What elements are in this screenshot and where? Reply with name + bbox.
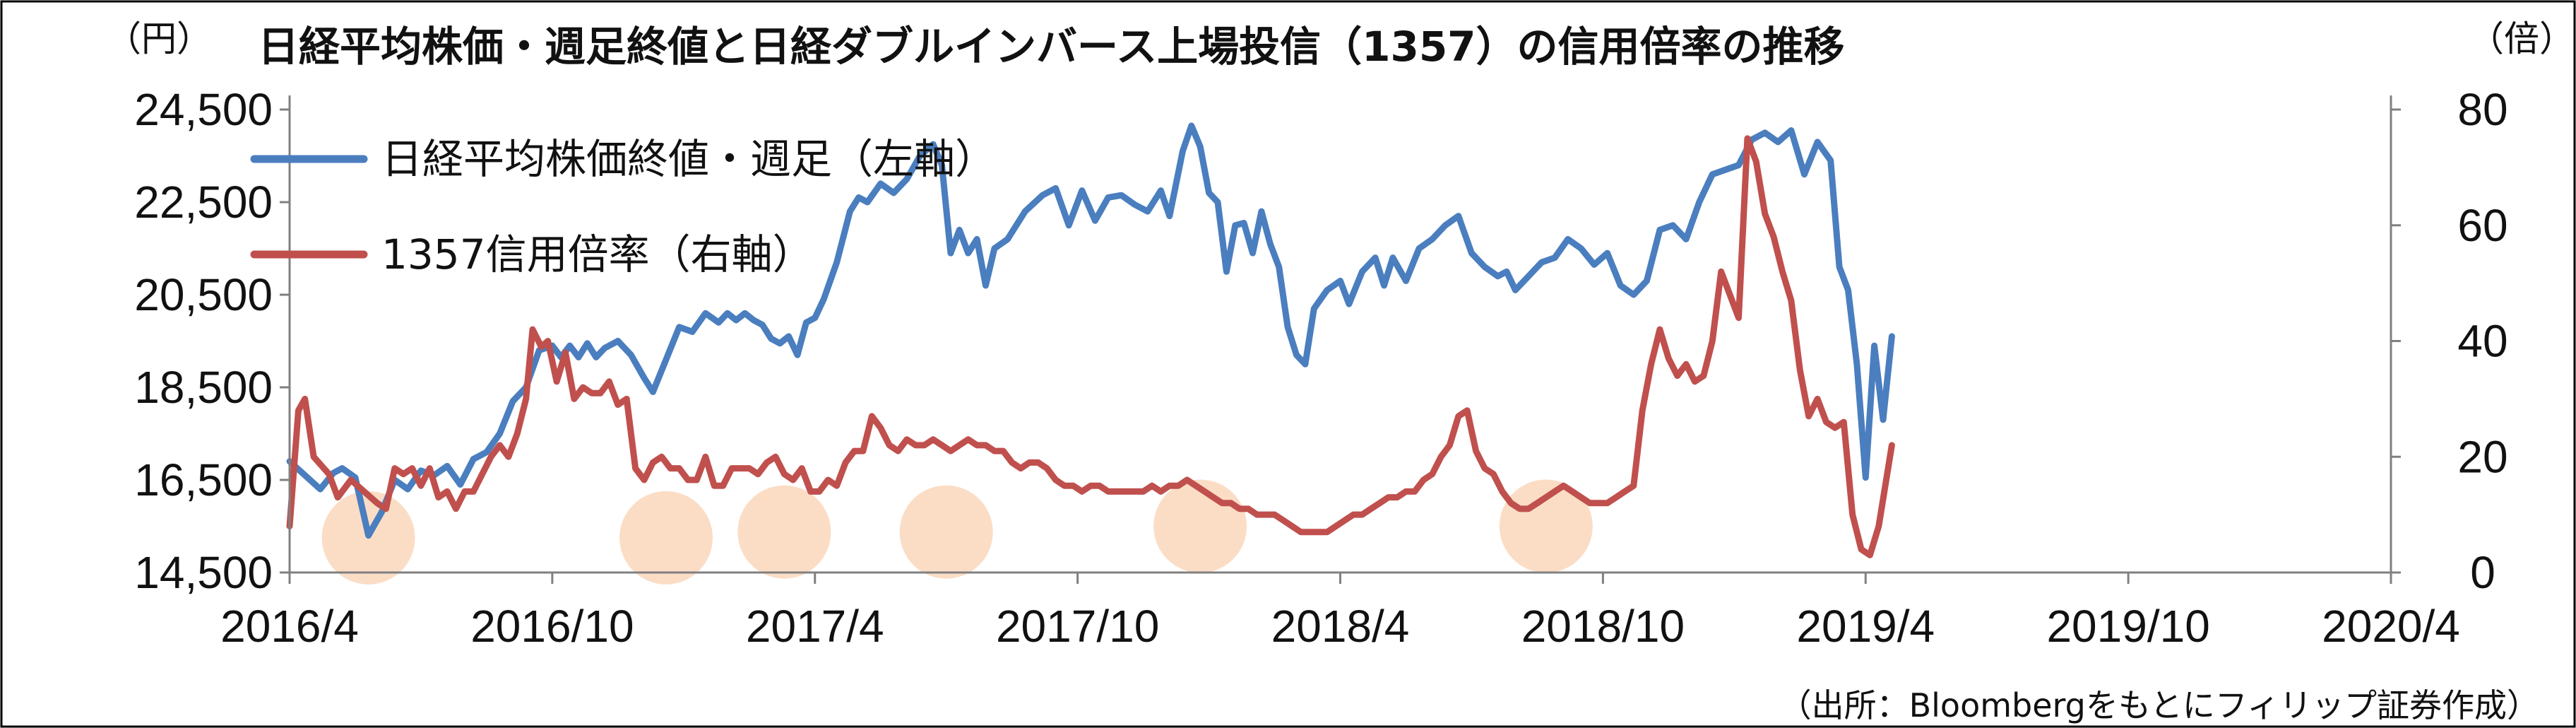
chart-title: 日経平均株価・週足終値と日経ダブルインバース上場投信（1357）の信用倍率の推移 [258, 23, 1845, 71]
left-tick-label: 14,500 [134, 547, 273, 598]
right-tick-label: 60 [2457, 200, 2507, 251]
x-tick-label: 2019/4 [1796, 601, 1935, 652]
left-tick-label: 22,500 [134, 177, 273, 228]
legend-label-2: 1357信用倍率（右軸） [381, 230, 814, 278]
left-tick-label: 18,500 [134, 362, 273, 413]
highlight-circle-3 [737, 485, 831, 579]
series-line-1 [286, 122, 1895, 539]
x-tick-label: 2016/4 [220, 601, 359, 652]
series-lines [286, 122, 1895, 558]
right-tick-label: 0 [2470, 547, 2495, 598]
x-tick-label: 2019/10 [2046, 601, 2209, 652]
highlight-circle-2 [619, 491, 713, 585]
highlight-circle-6 [1499, 479, 1593, 573]
right-axis-unit: （倍） [2469, 18, 2575, 59]
right-tick-label: 40 [2457, 316, 2507, 367]
x-tick-label: 2020/4 [2322, 601, 2460, 652]
x-tick-label: 2016/10 [470, 601, 634, 652]
x-tick-label: 2017/4 [746, 601, 884, 652]
left-axis-unit: （円） [106, 18, 212, 59]
left-tick-label: 16,500 [134, 454, 273, 505]
left-tick-label: 24,500 [134, 84, 273, 135]
highlight-circle-5 [1153, 479, 1247, 573]
axes: 14,500 16,500 18,500 20,500 22,500 24,500 0 20 4… [134, 84, 2507, 652]
highlight-circles [321, 479, 1593, 585]
x-tick-label: 2018/10 [1521, 601, 1685, 652]
series-line-2 [286, 135, 1895, 558]
right-tick-label: 80 [2457, 84, 2507, 135]
x-tick-label: 2018/4 [1271, 601, 1410, 652]
legend-label-1: 日経平均株価終値・週足（左軸） [381, 135, 996, 183]
highlight-circle-4 [899, 485, 993, 579]
legend: 日経平均株価終値・週足（左軸） 1357信用倍率（右軸） [250, 135, 996, 278]
x-tick-label: 2017/10 [996, 601, 1159, 652]
right-tick-label: 20 [2457, 431, 2507, 482]
left-tick-label: 20,500 [134, 269, 273, 320]
source-note: （出所：Bloombergをもとにフィリップ証券作成） [1779, 686, 2539, 724]
